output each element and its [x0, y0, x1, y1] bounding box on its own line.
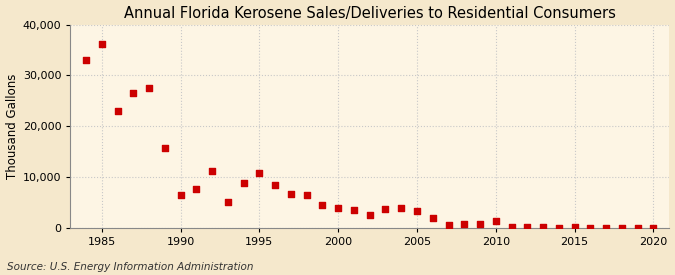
Point — [207, 169, 217, 173]
Text: Source: U.S. Energy Information Administration: Source: U.S. Energy Information Administ… — [7, 262, 253, 272]
Point — [364, 213, 375, 217]
Point — [159, 146, 170, 150]
Point — [144, 86, 155, 90]
Point — [301, 193, 312, 197]
Point — [191, 186, 202, 191]
Point — [427, 216, 438, 220]
Y-axis label: Thousand Gallons: Thousand Gallons — [5, 74, 18, 179]
Point — [616, 226, 627, 230]
Point — [317, 203, 328, 208]
Point — [238, 180, 249, 185]
Point — [412, 208, 423, 213]
Point — [348, 208, 359, 212]
Point — [475, 222, 485, 226]
Point — [490, 219, 501, 224]
Point — [554, 226, 564, 230]
Point — [522, 225, 533, 230]
Point — [538, 225, 549, 230]
Point — [585, 226, 596, 230]
Point — [286, 192, 296, 196]
Point — [223, 200, 234, 204]
Point — [632, 226, 643, 230]
Point — [81, 58, 92, 62]
Point — [97, 42, 107, 46]
Point — [270, 183, 281, 187]
Point — [506, 225, 517, 229]
Point — [601, 226, 612, 230]
Point — [333, 206, 344, 210]
Point — [380, 206, 391, 211]
Title: Annual Florida Kerosene Sales/Deliveries to Residential Consumers: Annual Florida Kerosene Sales/Deliveries… — [124, 6, 616, 21]
Point — [112, 109, 123, 113]
Point — [176, 193, 186, 197]
Point — [396, 206, 406, 210]
Point — [128, 91, 139, 95]
Point — [443, 223, 454, 227]
Point — [459, 222, 470, 227]
Point — [648, 226, 659, 230]
Point — [569, 225, 580, 230]
Point — [254, 171, 265, 175]
